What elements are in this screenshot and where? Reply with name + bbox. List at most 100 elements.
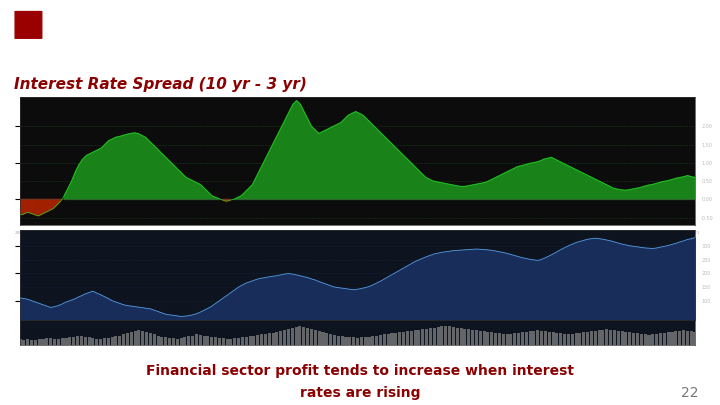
Bar — [103, 338, 106, 345]
Text: THE OHIO STATE UNIVERSITY: THE OHIO STATE UNIVERSITY — [59, 15, 193, 23]
Bar — [199, 335, 202, 345]
Bar — [310, 329, 313, 345]
Bar — [367, 337, 371, 345]
Bar — [145, 333, 148, 345]
Bar — [536, 330, 539, 345]
Bar — [352, 337, 355, 345]
Bar — [590, 331, 593, 345]
Bar — [383, 335, 386, 345]
Bar — [586, 332, 589, 345]
Bar — [667, 333, 670, 345]
Bar — [283, 330, 286, 345]
Bar — [161, 337, 163, 345]
Bar — [594, 330, 597, 345]
Bar — [372, 336, 374, 345]
Bar — [406, 331, 409, 345]
Bar — [578, 333, 582, 345]
Bar — [37, 339, 41, 345]
Bar — [60, 338, 63, 345]
Bar — [149, 333, 152, 345]
Bar — [390, 333, 394, 345]
Bar — [410, 330, 413, 345]
Bar — [456, 328, 459, 345]
Bar — [690, 331, 693, 345]
Bar — [624, 332, 628, 345]
Bar — [230, 339, 233, 345]
Bar — [548, 332, 551, 345]
Bar — [168, 338, 171, 345]
Bar — [337, 335, 340, 345]
Bar — [26, 339, 30, 345]
Bar — [80, 335, 83, 345]
Bar — [279, 331, 282, 345]
Bar — [436, 327, 440, 345]
Bar — [260, 335, 263, 345]
Bar — [682, 330, 685, 345]
Bar — [421, 329, 424, 345]
Bar — [184, 337, 186, 345]
Bar — [429, 328, 432, 345]
Bar — [179, 338, 183, 345]
Bar — [659, 333, 662, 345]
Bar — [99, 339, 102, 345]
Bar — [214, 337, 217, 345]
Bar — [321, 333, 325, 345]
Bar — [42, 339, 45, 345]
Bar — [187, 336, 190, 345]
Bar — [540, 330, 543, 345]
Bar — [114, 336, 117, 345]
Bar — [559, 333, 562, 345]
Text: 22: 22 — [681, 386, 698, 401]
Bar — [467, 329, 470, 345]
Bar — [287, 329, 290, 345]
Bar — [482, 331, 485, 345]
Bar — [53, 339, 56, 345]
FancyBboxPatch shape — [5, 6, 52, 44]
Bar — [264, 334, 267, 345]
Bar — [425, 328, 428, 345]
Bar — [348, 337, 351, 345]
Bar — [195, 335, 198, 345]
Text: rates are rising: rates are rising — [300, 386, 420, 401]
FancyBboxPatch shape — [15, 12, 42, 38]
Bar — [571, 334, 574, 345]
Bar — [375, 335, 378, 345]
Bar — [333, 335, 336, 345]
Bar — [176, 339, 179, 345]
Bar — [582, 333, 585, 345]
Bar — [248, 336, 251, 345]
Bar — [34, 340, 37, 345]
Bar — [678, 330, 681, 345]
Bar — [632, 333, 635, 345]
Bar — [268, 333, 271, 345]
Bar — [91, 338, 94, 345]
Bar — [490, 333, 493, 345]
Bar — [379, 335, 382, 345]
Bar — [452, 327, 455, 345]
Bar — [299, 326, 302, 345]
Bar — [670, 332, 673, 345]
Bar — [552, 333, 554, 345]
Bar — [487, 332, 490, 345]
Bar — [448, 326, 451, 345]
Bar — [207, 336, 210, 345]
Bar — [479, 330, 482, 345]
Bar — [636, 333, 639, 345]
Bar — [306, 328, 309, 345]
Bar — [505, 335, 508, 345]
Bar — [164, 337, 167, 345]
Bar — [532, 330, 536, 345]
Bar — [133, 331, 137, 345]
Bar — [302, 327, 305, 345]
Bar — [222, 338, 225, 345]
Bar — [291, 328, 294, 345]
Bar — [141, 331, 144, 345]
Bar — [693, 332, 696, 345]
Bar — [107, 338, 109, 345]
Bar — [464, 328, 467, 345]
Bar — [609, 330, 612, 345]
Bar — [22, 340, 25, 345]
Bar — [640, 334, 643, 345]
Bar — [318, 331, 320, 345]
Bar — [567, 335, 570, 345]
